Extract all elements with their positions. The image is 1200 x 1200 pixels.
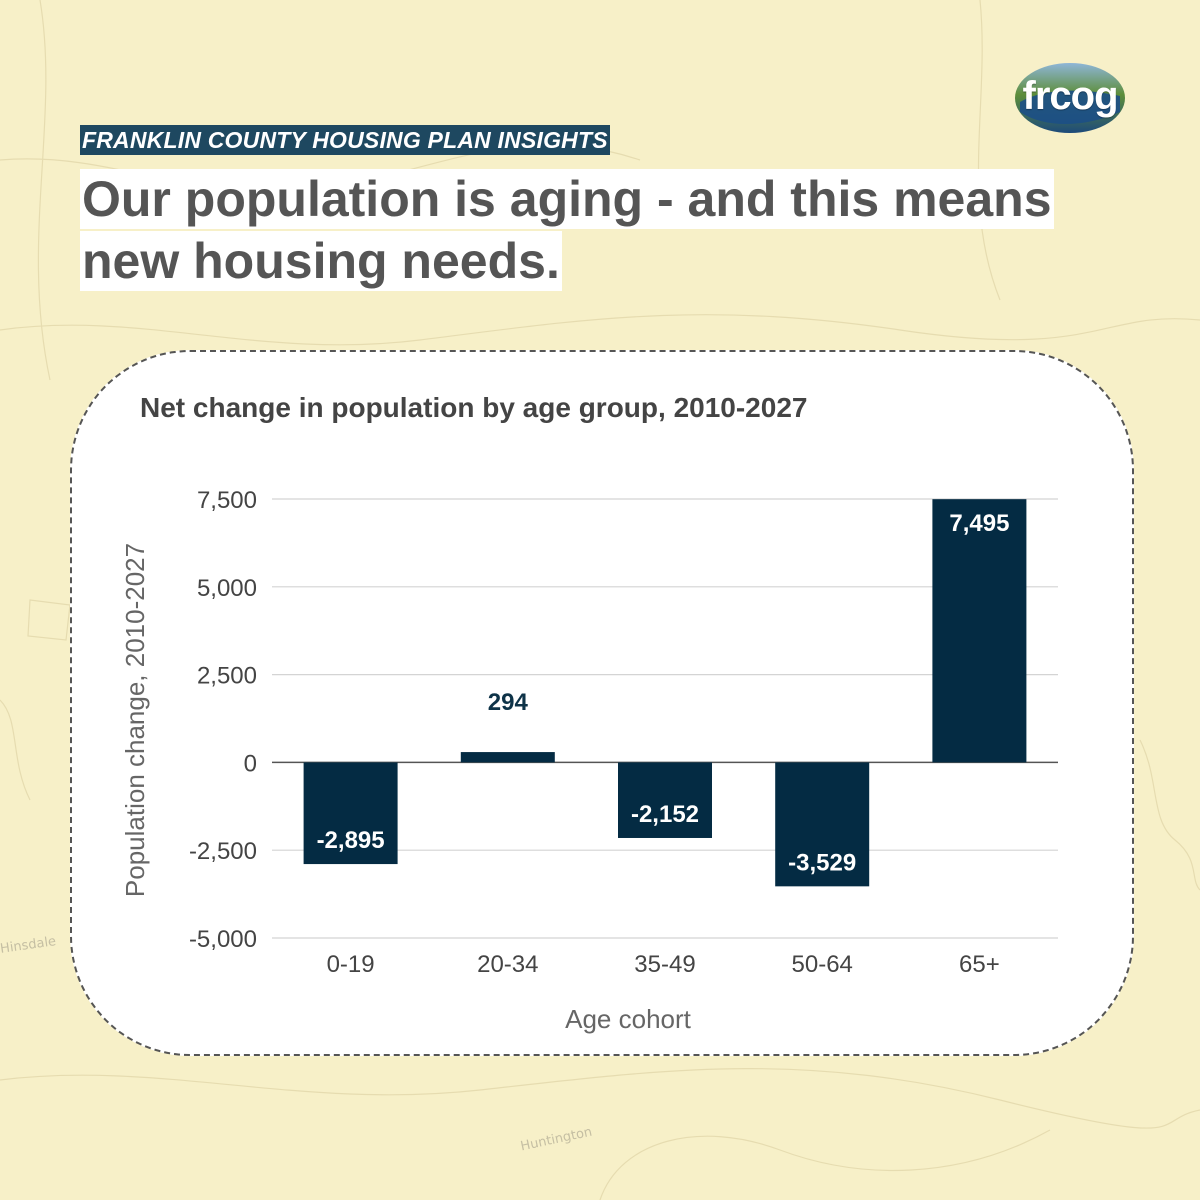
bar-0-19 — [303, 762, 398, 865]
data-label: 7,495 — [949, 510, 1009, 537]
y-tick-label: -5,000 — [189, 926, 257, 953]
logo-badge-icon — [1015, 63, 1125, 133]
bar-20-34 — [460, 752, 555, 763]
bar-65+ — [932, 499, 1027, 763]
x-tick-label: 35-49 — [634, 951, 695, 978]
logo-text: frcog — [1022, 74, 1119, 118]
y-tick-label: 0 — [244, 750, 257, 777]
y-axis-label: Population change, 2010-2027 — [120, 543, 150, 897]
y-tick-label: 7,500 — [197, 487, 257, 514]
x-tick-label: 0-19 — [327, 951, 375, 978]
y-tick-label: 5,000 — [197, 575, 257, 602]
data-label: -3,529 — [788, 849, 856, 876]
y-tick-label: -2,500 — [189, 838, 257, 865]
x-tick-label: 20-34 — [477, 951, 538, 978]
data-label: 294 — [488, 689, 529, 716]
x-axis-label: Age cohort — [565, 1004, 692, 1034]
bar-35-49 — [618, 762, 712, 838]
y-tick-label: 2,500 — [197, 663, 257, 690]
frcog-logo: frcog — [1014, 62, 1126, 134]
x-tick-label: 50-64 — [792, 951, 853, 978]
data-label: -2,895 — [317, 827, 385, 854]
page-headline: Our population is aging - and this means… — [80, 168, 1080, 292]
data-label: -2,152 — [631, 801, 699, 828]
bar-50-64 — [775, 762, 870, 887]
x-tick-label: 65+ — [959, 951, 1000, 978]
chart-title: Net change in population by age group, 2… — [140, 392, 808, 423]
series-eyebrow: FRANKLIN COUNTY HOUSING PLAN INSIGHTS — [80, 125, 610, 155]
